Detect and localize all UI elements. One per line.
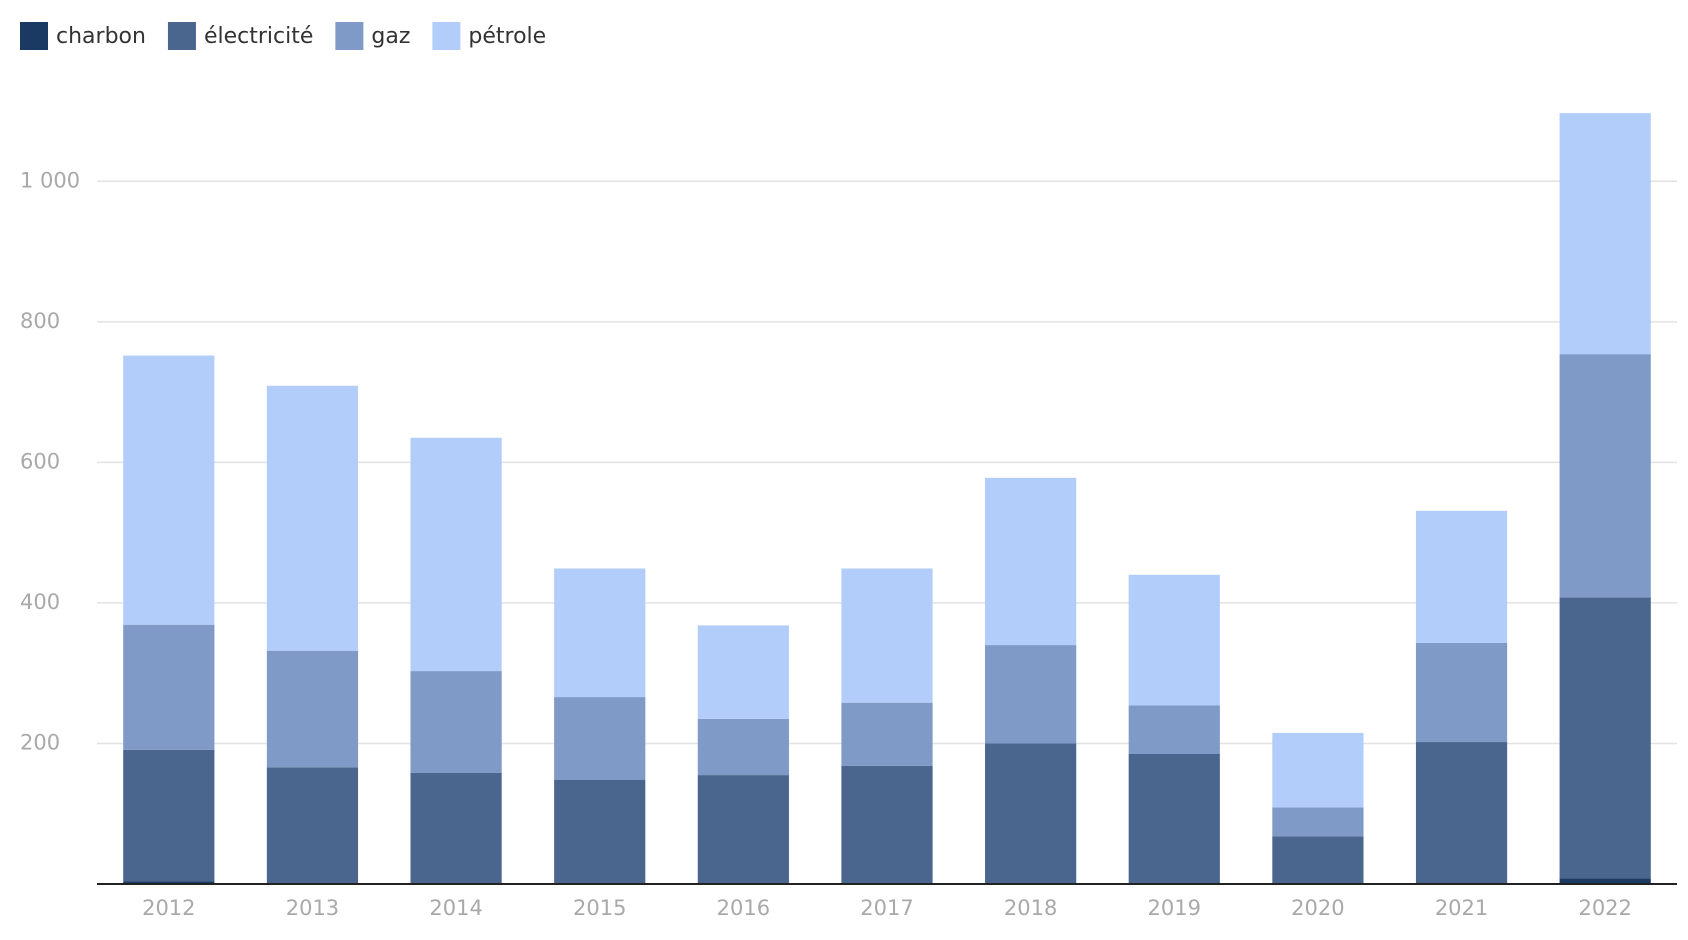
- y-tick-label: 800: [20, 309, 60, 333]
- bar-segment: [841, 568, 933, 703]
- bar-segment: [123, 355, 215, 625]
- x-tick-label: 2016: [717, 896, 770, 920]
- bar-segment: [410, 671, 502, 773]
- bar-segment: [1559, 597, 1651, 879]
- x-tick-label: 2018: [1004, 896, 1057, 920]
- bar-segment: [554, 697, 646, 780]
- bar-segment: [1128, 705, 1220, 754]
- bar-segment: [1559, 878, 1651, 884]
- bar-segment: [1128, 574, 1220, 706]
- bar-segment: [985, 743, 1077, 884]
- y-tick-label: 200: [20, 730, 60, 754]
- legend-swatch: [167, 22, 196, 50]
- bar-segment: [1559, 354, 1651, 598]
- bar-segment: [697, 775, 789, 884]
- x-tick-label: 2013: [286, 896, 339, 920]
- legend-label: charbon: [56, 24, 146, 49]
- bar-segment: [1415, 642, 1508, 743]
- x-tick-label: 2019: [1148, 896, 1201, 920]
- x-tick-label: 2022: [1578, 896, 1631, 920]
- bar-segment: [554, 568, 646, 698]
- y-tick-label: 600: [20, 449, 60, 473]
- legend-label: pétrole: [468, 24, 546, 49]
- bar-segment: [1272, 836, 1364, 884]
- legend-swatch: [432, 22, 461, 50]
- bar-segment: [123, 749, 215, 882]
- bar-segment: [266, 385, 359, 651]
- y-tick-label: 400: [20, 590, 60, 614]
- bar-segment: [985, 645, 1077, 744]
- x-tick-label: 2012: [142, 896, 195, 920]
- bar-segment: [841, 765, 933, 884]
- bar-segment: [1415, 510, 1508, 643]
- bar-segment: [123, 881, 215, 884]
- bar-segment: [1128, 753, 1220, 884]
- x-tick-label: 2014: [429, 896, 482, 920]
- bar-segment: [410, 772, 502, 884]
- x-tick-label: 2017: [860, 896, 913, 920]
- bar-segment: [841, 702, 933, 766]
- bar-segment: [1415, 742, 1508, 883]
- bar-segment: [266, 650, 359, 768]
- legend-swatch: [335, 22, 364, 50]
- bar-segment: [697, 625, 789, 719]
- bar-segment: [697, 718, 789, 776]
- bar-segment: [1272, 732, 1364, 808]
- y-tick-label: 1 000: [20, 168, 80, 192]
- legend-label: électricité: [204, 24, 313, 49]
- bar-segment: [410, 437, 502, 672]
- legend-label: gaz: [371, 24, 410, 49]
- bar-segment: [123, 624, 215, 750]
- legend-swatch: [20, 22, 48, 50]
- bar-segment: [1272, 807, 1364, 837]
- bar-segment: [985, 477, 1077, 646]
- bar-segment: [266, 767, 359, 884]
- bar-segment: [1559, 113, 1651, 355]
- x-tick-label: 2015: [573, 896, 626, 920]
- x-tick-label: 2020: [1291, 896, 1344, 920]
- bar-segment: [554, 779, 646, 884]
- x-tick-label: 2021: [1435, 896, 1488, 920]
